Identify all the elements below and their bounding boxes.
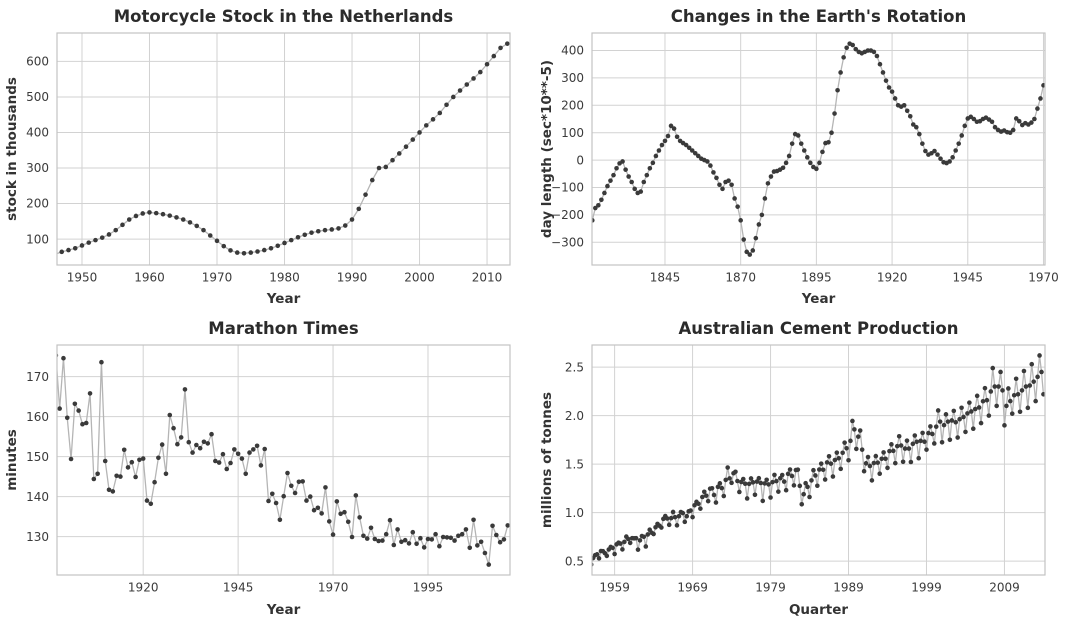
data-points (57, 353, 510, 567)
y-tick-labels: 130 140 150 160 170 (26, 370, 49, 544)
data-line (57, 357, 509, 566)
y-tick-label: 2.0 (565, 409, 584, 423)
plot-border (591, 344, 1046, 576)
y-axis-label: day length (sec*10**-5) (539, 60, 555, 238)
x-tick-label: 1970 (202, 271, 233, 285)
chart-earth-rotation: 1845 1870 1895 1920 1945 1970 −300 −200 −100 0 100… (535, 0, 1070, 310)
y-tick-label: 100 (26, 232, 49, 246)
x-tick-label: 2010 (472, 271, 503, 285)
x-tick-label: 1945 (223, 581, 254, 595)
x-axis-label: Quarter (789, 602, 848, 618)
y-tick-label: 200 (26, 197, 49, 211)
data-series (57, 41, 510, 256)
y-tick-label: 300 (561, 71, 584, 85)
y-tick-label: 140 (26, 490, 49, 504)
y-tick-label: 400 (561, 44, 584, 58)
x-tick-labels: 1845 1870 1895 1920 1945 1970 (650, 271, 1059, 285)
data-series (592, 41, 1045, 257)
y-tick-label: 150 (26, 450, 49, 464)
chart-svg-motorcycle-stock: 1950 1960 1970 1980 1990 2000 2010 100 200 300 400… (4, 7, 511, 307)
y-tick-label: 600 (26, 55, 49, 69)
chart-marathon-times: 1920 1945 1970 1995 130 140 150 160 170 Marathon … (0, 310, 535, 621)
y-tick-labels: 100 200 300 400 500 600 (26, 55, 49, 247)
chart-svg-earth-rotation: 1845 1870 1895 1920 1945 1970 −300 −200 −100 0 100… (539, 7, 1059, 307)
x-axis-label: Year (266, 602, 301, 618)
x-tick-label: 1960 (134, 271, 165, 285)
chart-svg-marathon-times: 1920 1945 1970 1995 130 140 150 160 170 Marathon … (4, 319, 511, 618)
chart-motorcycle-stock: 1950 1960 1970 1980 1990 2000 2010 100 200 300 400… (0, 0, 535, 310)
x-tick-label: 1845 (650, 271, 681, 285)
x-tick-label: 1969 (677, 581, 708, 595)
chart-title: Australian Cement Production (678, 319, 958, 338)
data-series (57, 353, 510, 567)
x-axis-label: Year (801, 291, 836, 307)
x-tick-label: 1980 (269, 271, 300, 285)
x-tick-label: 2000 (404, 271, 435, 285)
y-tick-labels: 0.5 1.0 1.5 2.0 2.5 (565, 360, 584, 568)
y-tick-label: 170 (26, 370, 49, 384)
y-tick-label: 100 (561, 126, 584, 140)
y-tick-labels: −300 −200 −100 0 100 200 300 400 (551, 44, 584, 250)
x-tick-labels: 1920 1945 1970 1995 (128, 581, 443, 595)
plot-border (56, 32, 511, 266)
x-tick-label: 1945 (953, 271, 984, 285)
x-tick-label: 1920 (877, 271, 908, 285)
x-tick-label: 1990 (337, 271, 368, 285)
data-line (592, 354, 1045, 565)
chart-australian-cement: 1959 1969 1979 1989 1999 2009 0.5 1.0 1.5 2.0 2.5 A… (535, 310, 1070, 621)
plot-border (591, 32, 1046, 266)
x-tick-label: 1970 (1028, 271, 1059, 285)
grid-lines (592, 345, 1045, 575)
y-tick-label: 2.5 (565, 360, 584, 374)
y-tick-label: −200 (551, 208, 584, 222)
grid-lines (57, 33, 510, 265)
y-tick-label: 0.5 (565, 554, 584, 568)
grid-lines (592, 33, 1045, 265)
y-tick-label: 400 (26, 126, 49, 140)
x-tick-labels: 1959 1969 1979 1989 1999 2009 (599, 581, 1019, 595)
x-tick-label: 1950 (67, 271, 98, 285)
x-tick-labels: 1950 1960 1970 1980 1990 2000 2010 (67, 271, 503, 285)
data-points (592, 353, 1045, 567)
x-tick-label: 1970 (318, 581, 349, 595)
x-tick-label: 1979 (755, 581, 786, 595)
y-tick-label: 200 (561, 99, 584, 113)
plot-border (56, 344, 511, 576)
chart-title: Changes in the Earth's Rotation (671, 7, 967, 26)
x-tick-label: 1999 (911, 581, 942, 595)
y-tick-label: 1.5 (565, 457, 584, 471)
chart-svg-australian-cement: 1959 1969 1979 1989 1999 2009 0.5 1.0 1.5 2.0 2.5 A… (539, 319, 1046, 618)
y-tick-label: 0 (576, 153, 584, 167)
data-points (592, 41, 1045, 257)
x-tick-label: 1895 (801, 271, 832, 285)
y-tick-label: −300 (551, 236, 584, 250)
y-axis-label: millions of tonnes (539, 392, 555, 528)
y-tick-label: 500 (26, 90, 49, 104)
x-tick-label: 1989 (833, 581, 864, 595)
data-series (592, 353, 1045, 567)
data-points (57, 41, 510, 256)
y-axis-label: stock in thousands (4, 77, 20, 221)
y-axis-label: minutes (4, 429, 20, 491)
x-tick-label: 1920 (128, 581, 159, 595)
x-tick-label: 1995 (413, 581, 444, 595)
y-tick-label: 300 (26, 161, 49, 175)
x-tick-label: 1870 (725, 271, 756, 285)
x-axis-label: Year (266, 291, 301, 307)
y-tick-label: 1.0 (565, 506, 584, 520)
chart-title: Motorcycle Stock in the Netherlands (114, 7, 454, 26)
y-tick-label: 130 (26, 530, 49, 544)
y-tick-label: −100 (551, 181, 584, 195)
chart-title: Marathon Times (208, 319, 359, 338)
y-tick-label: 160 (26, 410, 49, 424)
x-tick-label: 1959 (599, 581, 630, 595)
x-tick-label: 2009 (989, 581, 1020, 595)
